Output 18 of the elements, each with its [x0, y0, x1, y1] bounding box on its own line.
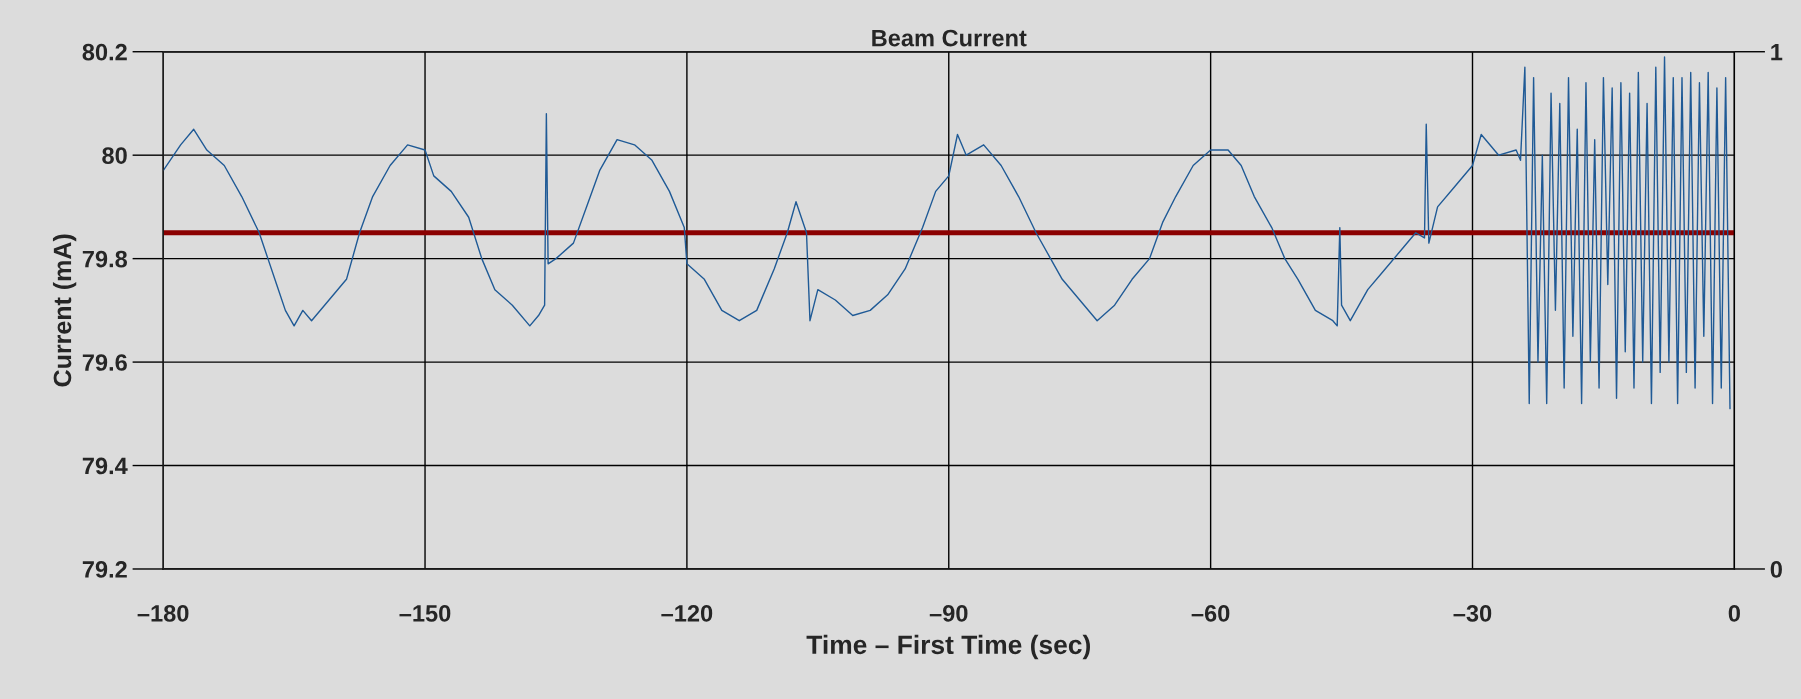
chart-title: Beam Current	[872, 29, 1027, 47]
y-tick-label: 79.2	[82, 561, 127, 578]
x-tick-label: –30	[1453, 605, 1492, 622]
y2-tick-label: 1	[1771, 44, 1783, 61]
y-tick-label: 79.6	[82, 354, 127, 371]
x-tick-label: –90	[929, 605, 968, 622]
y-axis-title: Current (mA)	[52, 234, 77, 387]
x-tick-label: –150	[399, 605, 451, 622]
x-tick-label: –180	[137, 605, 189, 622]
y2-tick-label: 0	[1770, 561, 1782, 578]
y-tick-label: 79.8	[82, 250, 128, 268]
x-axis-title: Time – First Time (sec)	[806, 634, 1090, 660]
y-tick-label: 80.2	[82, 43, 127, 61]
x-tick-label: –60	[1191, 605, 1230, 622]
x-tick-label: 0	[1728, 605, 1740, 622]
y-tick-label: 79.4	[82, 457, 128, 475]
x-tick-label: –120	[661, 605, 713, 622]
y-tick-label: 80	[102, 147, 127, 164]
